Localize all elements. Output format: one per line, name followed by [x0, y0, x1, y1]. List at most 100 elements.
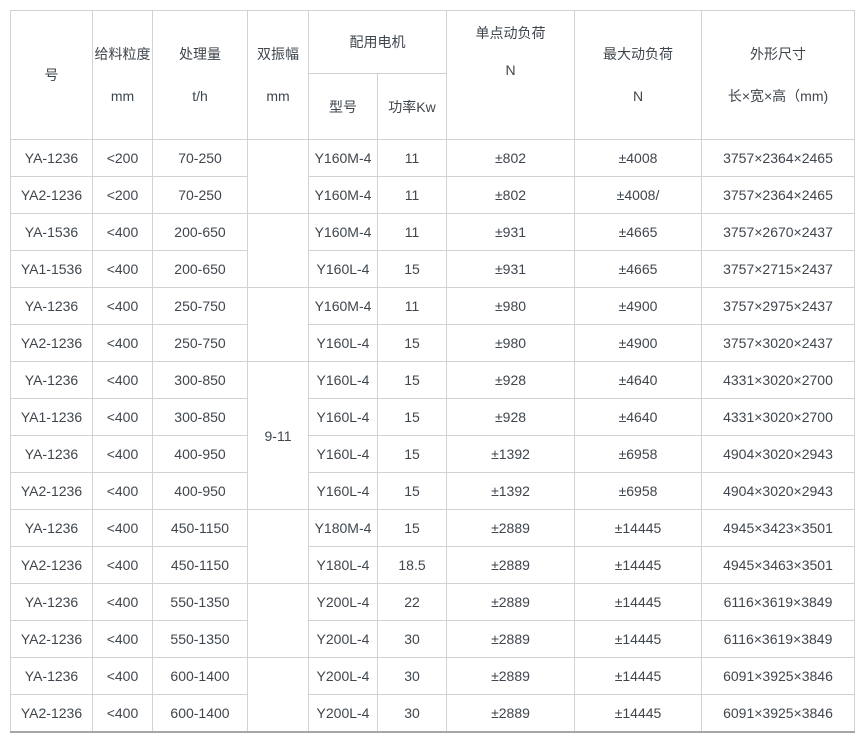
cell-max_load: ±4900 — [574, 287, 702, 325]
cell-single_load: ±2889 — [446, 583, 575, 621]
header-capacity-title: 处理量 — [179, 46, 221, 62]
cell-motor: Y200L-4 — [308, 583, 378, 621]
cell-motor: Y160M-4 — [308, 213, 378, 251]
cell-dims: 6091×3925×3846 — [701, 657, 855, 695]
table-row: YA2-1236 <400 450-1150 Y180L-4 18.5 ±2889 ±144… — [10, 546, 855, 584]
table-row: YA-1236 <400 250-750 Y160M-4 11 ±980 ±4900 3757… — [10, 287, 855, 362]
header-single-load-unit: N — [505, 62, 516, 78]
cell-model: YA2-1236 — [10, 546, 93, 584]
cell-power: 15 — [377, 250, 447, 288]
cell-power: 15 — [377, 398, 447, 436]
cell-capacity: 550-1350 — [152, 620, 248, 658]
cell-capacity: 400-950 — [152, 472, 248, 510]
cell-motor: Y160L-4 — [308, 324, 378, 362]
cell-amplitude — [247, 287, 309, 362]
cell-capacity: 200-650 — [152, 250, 248, 288]
cell-power: 30 — [377, 694, 447, 732]
cell-power: 11 — [377, 287, 447, 325]
table-row: YA2-1236 <200 70-250 Y160M-4 11 ±802 ±4008/375… — [10, 176, 855, 214]
header-feed-size: 给料粒度 mm — [92, 10, 153, 140]
cell-single_load: ±1392 — [446, 472, 575, 510]
table-row: YA-1536 <400 200-650 Y160M-4 11 ±931 ±4665 3757… — [10, 213, 855, 288]
cell-single_load: ±931 — [446, 250, 575, 288]
header-dimensions: 外形尺寸 长×宽×高（mm) — [701, 10, 855, 140]
cell-capacity: 250-750 — [152, 324, 248, 362]
cell-single_load: ±2889 — [446, 657, 575, 695]
cell-dims: 3757×2364×2465 — [701, 139, 855, 177]
header-single-load-title: 单点动负荷 — [475, 25, 546, 41]
cell-feed: <400 — [92, 546, 153, 584]
cell-model: YA-1236 — [10, 139, 93, 177]
cell-feed: <400 — [92, 398, 153, 436]
cell-max_load: ±14445 — [574, 694, 702, 732]
cell-single_load: ±2889 — [446, 509, 575, 547]
header-max-load-title: 最大动负荷 — [603, 46, 673, 62]
cell-dims: 3757×2364×2465 — [701, 176, 855, 214]
cell-amplitude — [247, 139, 309, 214]
cell-motor: Y180L-4 — [308, 546, 378, 584]
cell-single_load: ±2889 — [446, 546, 575, 584]
table-row: YA2-1236 <400 600-1400 Y200L-4 30 ±2889 ±14445… — [10, 694, 855, 732]
cell-power: 15 — [377, 361, 447, 399]
cell-feed: <400 — [92, 509, 153, 547]
header-row-1: 号 给料粒度 mm 处理量 t/h 双振幅 mm 配用电机 单点动负荷 N 最大… — [10, 10, 855, 140]
table-row: YA-1236 <400 450-1150 Y180M-4 15 ±2889 ±14445 4… — [10, 509, 855, 584]
cell-model: YA-1236 — [10, 361, 93, 399]
header-max-load-unit: N — [632, 88, 644, 104]
cell-model: YA-1236 — [10, 435, 93, 473]
cell-single_load: ±928 — [446, 398, 575, 436]
cell-model: YA1-1236 — [10, 398, 93, 436]
cell-power: 30 — [377, 620, 447, 658]
cell-power: 22 — [377, 583, 447, 621]
cell-power: 15 — [377, 472, 447, 510]
cell-motor: Y200L-4 — [308, 620, 378, 658]
cell-single_load: ±2889 — [446, 694, 575, 732]
cell-motor: Y180M-4 — [308, 509, 378, 547]
cell-motor: Y160L-4 — [308, 361, 378, 399]
cell-single_load: ±2889 — [446, 620, 575, 658]
cell-feed: <400 — [92, 694, 153, 732]
cell-dims: 3757×2975×2437 — [701, 287, 855, 325]
table-row: YA-1236 <200 70-250 Y160M-4 11 ±802 ±4008 3757×… — [10, 139, 855, 214]
cell-dims: 6116×3619×3849 — [701, 620, 855, 658]
cell-dims: 4331×3020×2700 — [701, 361, 855, 399]
cell-capacity: 450-1150 — [152, 546, 248, 584]
cell-motor: Y200L-4 — [308, 694, 378, 732]
cell-max_load: ±6958 — [574, 472, 702, 510]
header-feed-size-title: 给料粒度 — [94, 46, 151, 62]
cell-power: 11 — [377, 176, 447, 214]
cell-feed: <400 — [92, 213, 153, 251]
cell-max_load: ±4665 — [574, 213, 702, 251]
header-capacity: 处理量 t/h — [152, 10, 248, 140]
cell-model: YA-1236 — [10, 583, 93, 621]
header-max-load: 最大动负荷 N — [574, 10, 702, 140]
table-row: YA-1236 <400 300-850 9-11 Y160L-4 15 ±928 ±4640… — [10, 361, 855, 510]
cell-capacity: 600-1400 — [152, 657, 248, 695]
header-amplitude: 双振幅 mm — [247, 10, 309, 140]
cell-max_load: ±4665 — [574, 250, 702, 288]
cell-motor: Y160M-4 — [308, 139, 378, 177]
cell-single_load: ±1392 — [446, 435, 575, 473]
cell-model: YA2-1236 — [10, 694, 93, 732]
cell-single_load: ±980 — [446, 287, 575, 325]
spec-table: 号 给料粒度 mm 处理量 t/h 双振幅 mm 配用电机 单点动负荷 N 最大… — [10, 10, 855, 733]
cell-max_load: ±4900 — [574, 324, 702, 362]
cell-feed: <400 — [92, 361, 153, 399]
cell-capacity: 400-950 — [152, 435, 248, 473]
cell-motor: Y160M-4 — [308, 176, 378, 214]
cell-max_load: ±4640 — [574, 398, 702, 436]
header-motor-power: 功率Kw — [377, 73, 447, 140]
cell-amplitude — [247, 657, 309, 732]
cell-dims: 6116×3619×3849 — [701, 583, 855, 621]
header-dimensions-unit: 长×宽×高（mm) — [727, 88, 829, 104]
cell-amplitude — [247, 509, 309, 584]
cell-feed: <200 — [92, 176, 153, 214]
header-motor-model: 型号 — [308, 73, 378, 140]
cell-dims: 4945×3463×3501 — [701, 546, 855, 584]
cell-motor: Y200L-4 — [308, 657, 378, 695]
table-row: YA-1236 <400 600-1400 Y200L-4 30 ±2889 ±14445 6… — [10, 657, 855, 732]
cell-dims: 3757×2715×2437 — [701, 250, 855, 288]
cell-motor: Y160L-4 — [308, 398, 378, 436]
cell-dims: 4331×3020×2700 — [701, 398, 855, 436]
cell-motor: Y160L-4 — [308, 250, 378, 288]
